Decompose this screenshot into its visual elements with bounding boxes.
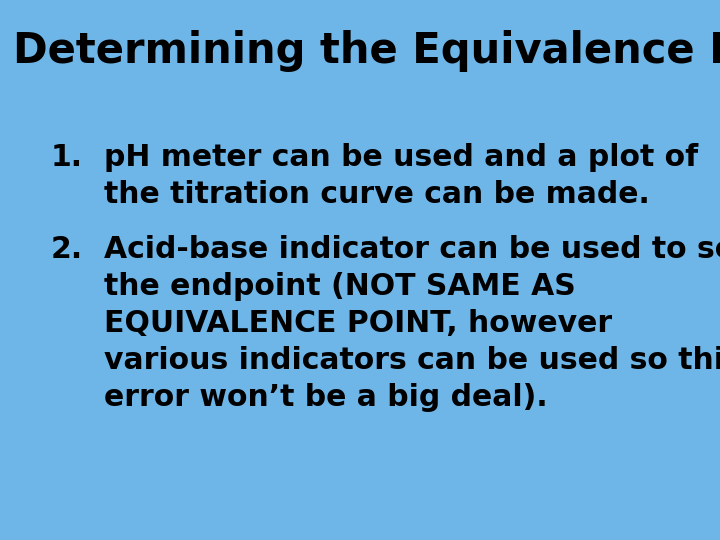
Text: 1.: 1. <box>50 143 82 172</box>
Text: Determining the Equivalence Point: Determining the Equivalence Point <box>13 30 720 72</box>
Text: 2.: 2. <box>50 235 83 264</box>
Text: pH meter can be used and a plot of
the titration curve can be made.: pH meter can be used and a plot of the t… <box>104 143 698 209</box>
Text: Acid-base indicator can be used to see
the endpoint (NOT SAME AS
EQUIVALENCE POI: Acid-base indicator can be used to see t… <box>104 235 720 412</box>
